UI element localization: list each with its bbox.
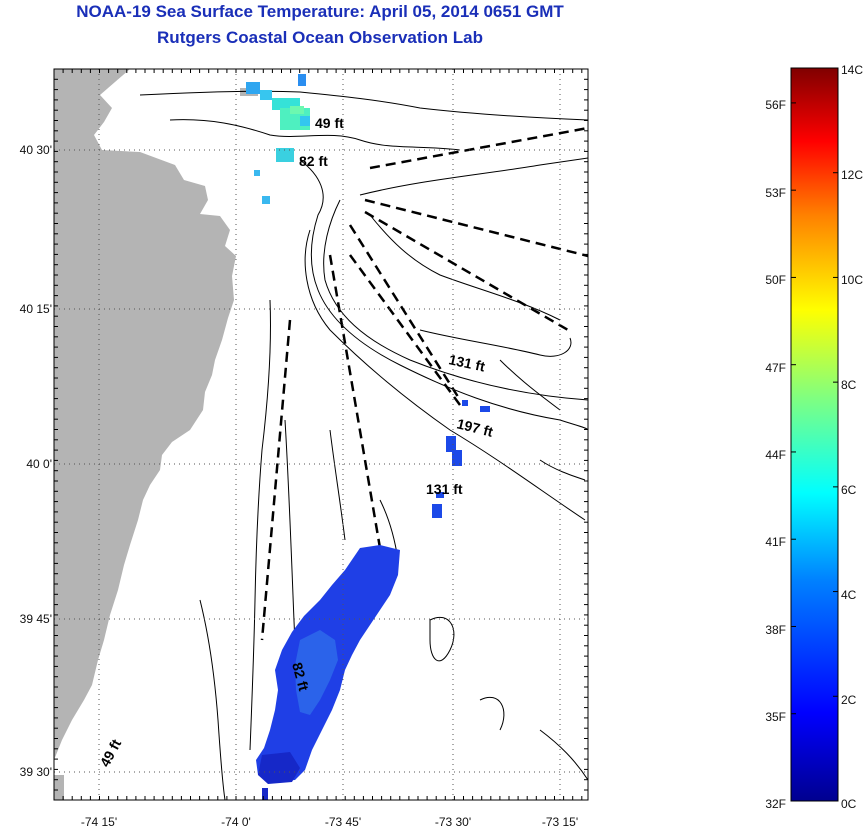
map-frame [53,68,589,801]
colorbar-f-label: 47F [765,361,786,375]
colorbar-c-label: 2C [841,693,857,707]
colorbar-f-label: 38F [765,623,786,637]
colorbar-f-label: 32F [765,797,786,811]
depth-label-49ft-north: 49 ft [315,115,344,131]
y-tick-label: 40 15' [20,302,52,316]
colorbar-f-label: 44F [765,448,786,462]
depth-label-82ft-north: 82 ft [299,153,328,169]
sst-north-cluster [246,74,310,204]
map-grid [54,69,588,800]
colorbar-f-label: 41F [765,535,786,549]
x-tick-label: -74 15' [81,815,117,829]
depth-label-82ft-south: 82 ft [289,661,312,693]
sst-south-plume [256,545,400,800]
colorbar-f-label: 56F [765,98,786,112]
colorbar-c-label: 4C [841,588,857,602]
colorbar-f-label: 50F [765,273,786,287]
y-tick-label: 40 0' [26,457,52,471]
x-tick-label: -74 0' [221,815,251,829]
land-mass [54,69,236,760]
colorbar-c-label: 0C [841,797,857,811]
colorbar-c-label: 6C [841,483,857,497]
colorbar-f-label: 53F [765,186,786,200]
map-title: NOAA-19 Sea Surface Temperature: April 0… [76,2,564,21]
map-subtitle: Rutgers Coastal Ocean Observation Lab [157,28,483,47]
map-area [54,69,588,800]
y-tick-label: 39 30' [20,765,52,779]
y-tick-label: 39 45' [20,612,52,626]
sst-east-pixels [432,400,490,518]
x-tick-label: -73 30' [435,815,471,829]
y-tick-label: 40 30' [20,143,52,157]
colorbar-f-label: 35F [765,710,786,724]
colorbar-c-label: 14C [841,63,863,77]
depth-label-131ft-south: 131 ft [426,481,463,497]
colorbar-c-label: 10C [841,273,863,287]
bathymetry-contours [139,90,588,800]
colorbar-c-label: 8C [841,378,857,392]
colorbar-c-label: 12C [841,168,863,182]
x-tick-label: -73 15' [542,815,578,829]
transect-lines [260,126,588,641]
colorbar [790,67,839,802]
depth-label-131ft-east: 131 ft [447,351,486,374]
x-tick-label: -73 45' [325,815,361,829]
